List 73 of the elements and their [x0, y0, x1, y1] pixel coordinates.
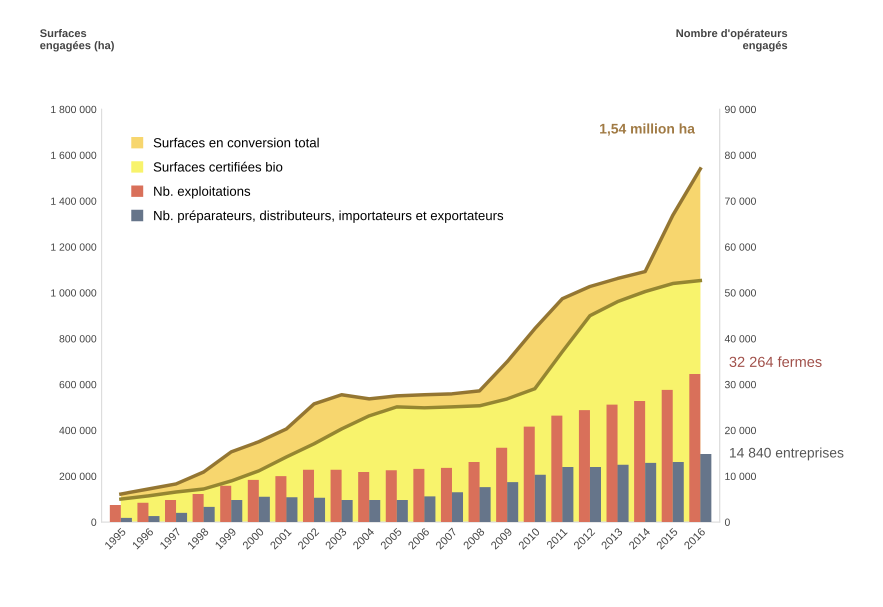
bar: [507, 482, 518, 522]
bar: [248, 480, 259, 522]
bar: [534, 474, 546, 522]
bar: [480, 487, 491, 522]
bar: [700, 454, 712, 522]
bar: [424, 496, 436, 522]
bar: [662, 390, 673, 522]
bar: [452, 492, 464, 522]
bar: [386, 470, 397, 522]
legend-label: Surfaces en conversion total: [154, 138, 319, 148]
bar: [314, 498, 326, 522]
bar: [120, 518, 132, 522]
bar: [302, 470, 314, 522]
y2-tick-label: 10 000: [725, 472, 756, 480]
text: 14 840 entreprises: [730, 447, 844, 460]
y-tick-label: 800 000: [59, 335, 96, 342]
text: 32 264 fermes: [729, 356, 822, 368]
bar: [148, 516, 160, 522]
legend-label: Nb. préparateurs, distributeurs, importateurs et exportateurs: [154, 210, 504, 223]
y2-tick-label: 0: [724, 518, 730, 526]
y2-tick-label: 70 000: [725, 197, 756, 205]
y-tick-label: 1 600 000: [51, 152, 96, 159]
legend-label: Surfaces certifiées bio: [154, 162, 282, 172]
bar: [165, 500, 176, 522]
bar: [606, 404, 618, 522]
bar: [413, 468, 424, 522]
y-tick-label: 1 200 000: [51, 243, 96, 251]
bar: [176, 512, 188, 522]
y2-tick-label: 20 000: [725, 426, 756, 434]
bar: [618, 464, 629, 522]
y-tick-label: 200 000: [60, 472, 96, 480]
bar: [342, 500, 353, 522]
bar: [524, 426, 535, 522]
y-tick-label: 0: [91, 518, 96, 526]
y2-tick-label: 80 000: [724, 152, 756, 159]
bar: [258, 496, 270, 522]
y-tick-label: 1 000 000: [51, 289, 96, 297]
bar: [440, 468, 452, 522]
y2-tick-label: 90 000: [724, 106, 756, 114]
bar: [562, 466, 574, 522]
bar: [369, 500, 380, 522]
y2-tick-label: 50 000: [724, 289, 756, 297]
bar: [275, 476, 286, 522]
bar: [220, 486, 232, 522]
bar: [137, 502, 148, 522]
bar: [689, 374, 700, 522]
bar: [396, 500, 408, 522]
bar: [358, 472, 370, 522]
bar: [551, 416, 562, 522]
bar: [330, 470, 342, 522]
bar: [672, 462, 684, 522]
bar: [192, 494, 204, 522]
bar: [634, 400, 646, 522]
bar: [231, 500, 242, 522]
y2-tick-label: 40 000: [724, 335, 756, 342]
bar: [286, 497, 298, 522]
y-tick-label: 1 800 000: [51, 106, 96, 114]
bar: [110, 505, 121, 522]
y-tick-label: 1 400 000: [51, 197, 96, 205]
y-tick-label: 600 000: [60, 380, 96, 388]
y-tick-label: 400 000: [59, 426, 96, 434]
bar: [578, 410, 590, 522]
bar: [496, 448, 508, 522]
bar: [468, 462, 480, 522]
bar: [645, 462, 656, 522]
bar: [204, 506, 215, 522]
y2-tick-label: 30 000: [724, 380, 756, 388]
bar: [590, 466, 601, 522]
y-axis-title: Surfaces engagées (ha): [40, 28, 114, 52]
annotation: 1,54 million ha: [600, 123, 696, 136]
y2-axis-title: Nombre d'opérateurs engagés: [676, 28, 788, 52]
y2-tick-label: 60 000: [725, 243, 756, 251]
legend-label: Nb. exploitations: [154, 186, 250, 199]
